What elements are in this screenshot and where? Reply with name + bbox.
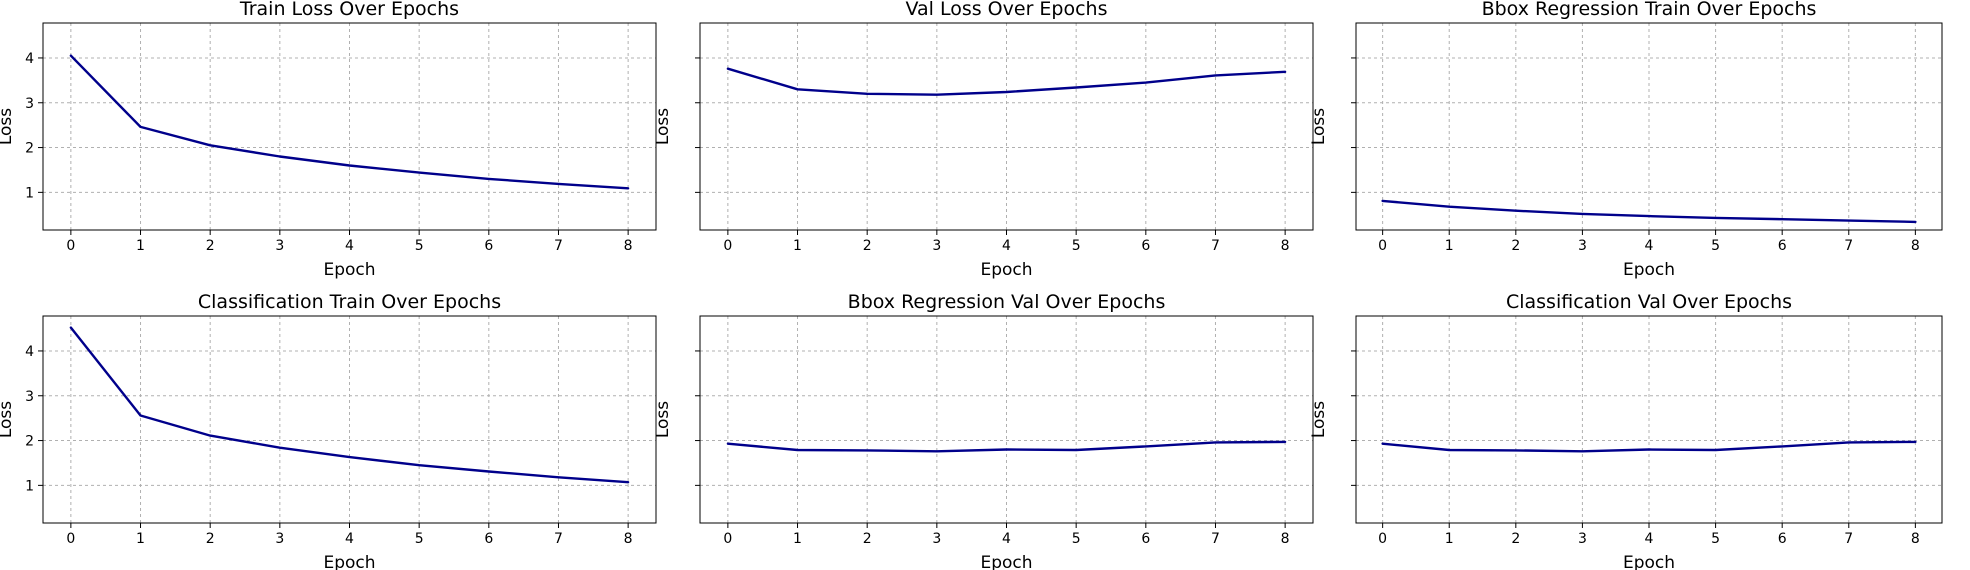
x-tick-label: 0 [1378,238,1387,254]
x-tick-label: 7 [1211,531,1220,547]
x-tick-label: 3 [1578,531,1587,547]
x-tick-label: 4 [345,531,354,547]
x-tick-label: 8 [624,238,633,254]
x-tick-label: 4 [1645,238,1654,254]
x-tick-label: 3 [275,531,284,547]
x-tick-label: 8 [1911,238,1920,254]
loss-line [726,440,1287,453]
x-tick-label: 1 [1445,238,1454,254]
x-tick-label: 2 [1511,531,1520,547]
x-tick-label: 6 [1778,238,1787,254]
x-tick-label: 2 [206,238,215,254]
y-tick-label: 3 [25,389,34,405]
x-tick-label: 0 [723,238,732,254]
x-tick-label: 1 [1445,531,1454,547]
subplot-title: Classification Val Over Epochs [1506,291,1792,313]
y-axis-label: Loss [0,401,16,438]
x-tick-label: 6 [484,531,493,547]
x-tick-label: 6 [1141,531,1150,547]
subplot-5: 0 1 2 3 4 5 6 7 8 Bbox Regression Val Over Epochs… [653,291,1314,570]
x-tick-label: 6 [1778,531,1787,547]
loss-line [69,326,630,484]
loss-line [1381,199,1917,224]
x-tick-label: 6 [484,238,493,254]
x-tick-label: 5 [415,531,424,547]
subplot-title: Val Loss Over Epochs [905,0,1107,20]
x-axis-label: Epoch [980,553,1032,570]
y-tick-label: 4 [25,51,34,67]
x-tick-label: 1 [136,531,145,547]
y-axis-label: Loss [0,108,16,145]
x-tick-label: 0 [1378,531,1387,547]
subplot-title: Classification Train Over Epochs [198,291,501,313]
x-axis-label: Epoch [980,260,1032,280]
x-tick-label: 5 [415,238,424,254]
loss-line [1381,440,1917,453]
x-tick-label: 2 [863,238,872,254]
x-tick-label: 5 [1072,238,1081,254]
x-tick-label: 8 [624,531,633,547]
x-axis-label: Epoch [323,260,375,280]
loss-line [726,67,1287,96]
y-axis-label: Loss [653,401,673,438]
subplot-title: Bbox Regression Train Over Epochs [1482,0,1817,20]
x-tick-label: 0 [66,531,75,547]
x-tick-label: 1 [136,238,145,254]
subplot-3: 0 1 2 3 4 5 6 7 8 Bbox Regression Train Over Epoc… [1309,0,1943,280]
x-tick-label: 5 [1711,238,1720,254]
x-tick-label: 3 [1578,238,1587,254]
x-tick-label: 0 [66,238,75,254]
y-tick-label: 1 [25,185,34,201]
x-tick-label: 7 [1844,531,1853,547]
subplot-4: 0 1 2 3 4 5 6 7 8 1 2 3 4 Classification Train Over E… [0,291,657,570]
x-tick-label: 8 [1911,531,1920,547]
loss-line [69,54,630,190]
x-tick-label: 7 [1844,238,1853,254]
x-tick-label: 1 [793,238,802,254]
y-tick-label: 1 [25,478,34,494]
y-axis-label: Loss [1309,108,1329,145]
x-tick-label: 3 [932,238,941,254]
x-axis-label: Epoch [1623,553,1675,570]
subplot-title: Train Loss Over Epochs [239,0,459,20]
x-tick-label: 2 [1511,238,1520,254]
y-axis-label: Loss [1309,401,1329,438]
x-axis-label: Epoch [1623,260,1675,280]
x-tick-label: 4 [1002,238,1011,254]
x-tick-label: 4 [1645,531,1654,547]
subplot-title: Bbox Regression Val Over Epochs [848,291,1166,313]
x-tick-label: 8 [1281,238,1290,254]
x-tick-label: 3 [932,531,941,547]
x-tick-label: 8 [1281,531,1290,547]
y-axis-label: Loss [653,108,673,145]
x-tick-label: 3 [275,238,284,254]
subplot-6: 0 1 2 3 4 5 6 7 8 Classification Val Over Epochs E… [1309,291,1943,570]
y-tick-label: 3 [25,96,34,112]
x-tick-label: 4 [345,238,354,254]
x-tick-label: 4 [1002,531,1011,547]
x-tick-label: 6 [1141,238,1150,254]
subplot-2: 0 1 2 3 4 5 6 7 8 Val Loss Over Epochs Epoch Loss [653,0,1314,280]
y-tick-label: 2 [25,434,34,450]
x-tick-label: 1 [793,531,802,547]
y-tick-label: 4 [25,344,34,360]
x-tick-label: 2 [863,531,872,547]
subplot-1: 0 1 2 3 4 5 6 7 8 1 2 3 4 Train Loss Over Epochs Epoch… [0,0,657,280]
x-tick-label: 5 [1072,531,1081,547]
x-axis-label: Epoch [323,553,375,570]
x-tick-label: 5 [1711,531,1720,547]
x-tick-label: 7 [554,238,563,254]
x-tick-label: 0 [723,531,732,547]
x-tick-label: 7 [1211,238,1220,254]
x-tick-label: 7 [554,531,563,547]
x-tick-label: 2 [206,531,215,547]
y-tick-label: 2 [25,141,34,157]
